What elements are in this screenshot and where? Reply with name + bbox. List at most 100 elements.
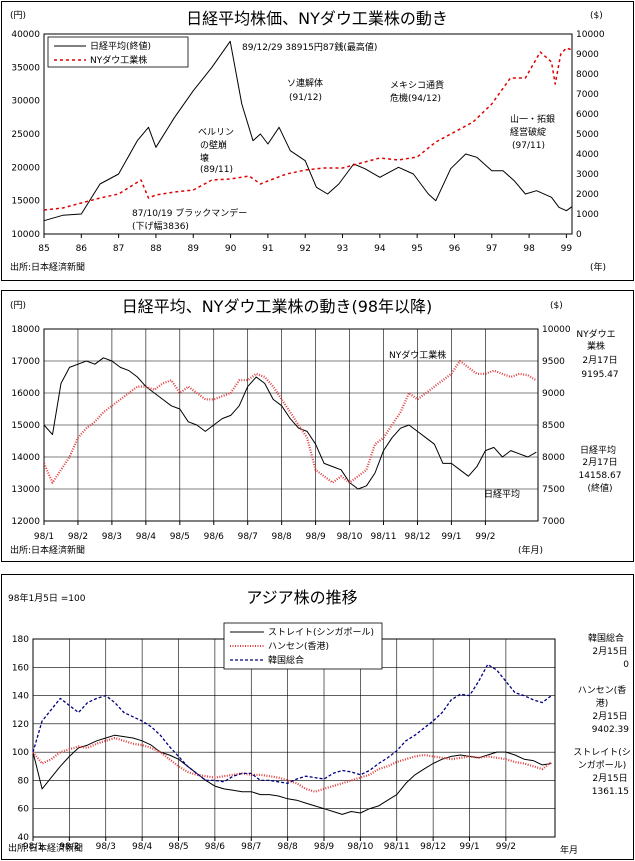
x-tick-label: 91 bbox=[262, 244, 273, 254]
left-unit-label: (円) bbox=[10, 10, 26, 21]
y-right-tick-label: 8000 bbox=[576, 70, 599, 80]
x-tick-label: 98/10 bbox=[337, 532, 363, 542]
y-left-tick-label: 35000 bbox=[11, 63, 40, 73]
x-tick-label: 98/10 bbox=[347, 842, 373, 852]
series-line-0 bbox=[43, 357, 537, 490]
y-right-tick-label: 10000 bbox=[576, 30, 605, 40]
y-left-tick-label: 16000 bbox=[11, 389, 40, 399]
y-left-tick-label: 20000 bbox=[11, 163, 40, 173]
x-tick-label: 98/2 bbox=[68, 532, 88, 542]
y-right-tick-label: 5000 bbox=[576, 130, 599, 140]
y-right-tick-label: 7500 bbox=[542, 485, 565, 495]
y-left-tick-label: 15000 bbox=[11, 421, 40, 431]
x-tick-label: 98/6 bbox=[204, 532, 224, 542]
x-tick-label: 99/1 bbox=[441, 532, 461, 542]
source-label: 出所:日本経済新聞 bbox=[10, 544, 85, 556]
x-tick-label: 98/9 bbox=[306, 532, 326, 542]
y-right-tick-label: 2000 bbox=[576, 190, 599, 200]
nikkei-dow-since-98-panel: 日経平均、NYダウ工業株の動き(98年以降) (円) ($) NYダウ工業株 日… bbox=[1, 290, 634, 562]
legend-box bbox=[47, 36, 189, 68]
y-left-tick-label: 10000 bbox=[11, 230, 40, 240]
x-tick-label: 88 bbox=[150, 244, 162, 254]
y-right-tick-label: 3000 bbox=[576, 170, 599, 180]
y-right-tick-label: 7000 bbox=[576, 90, 599, 100]
x-tick-label: 98 bbox=[523, 244, 535, 254]
y-left-tick-label: 30000 bbox=[11, 97, 40, 107]
chart-title: アジア株の推移 bbox=[246, 588, 357, 607]
legend-label-straits: ストレイト(シンガポール) bbox=[268, 627, 374, 638]
x-tick-label: 98/12 bbox=[420, 842, 446, 852]
side-note-straits-value: 1361.15 bbox=[592, 787, 629, 797]
x-tick-label: 99/1 bbox=[459, 842, 479, 852]
x-tick-label: 98/11 bbox=[384, 842, 410, 852]
x-tick-label: 99 bbox=[561, 244, 573, 254]
side-note-hangseng-name-2: 港) bbox=[596, 697, 609, 709]
y-left-tick-label: 60 bbox=[18, 805, 30, 815]
annotation-black-monday-2: (下げ幅3836) bbox=[132, 220, 189, 232]
x-tick-label: 99/2 bbox=[475, 532, 495, 542]
side-note-straits-name-2: ンガポール) bbox=[578, 760, 627, 771]
annotation-berlin-date: (89/11) bbox=[200, 165, 233, 175]
x-tick-label: 98/1 bbox=[23, 842, 43, 852]
plot-frame bbox=[43, 33, 573, 235]
x-tick-label: 98/5 bbox=[168, 842, 188, 852]
y-left-tick-label: 15000 bbox=[11, 197, 40, 207]
y-left-tick-label: 180 bbox=[12, 635, 29, 645]
x-unit-label: (年) bbox=[590, 261, 606, 273]
x-tick-label: 98/12 bbox=[405, 532, 431, 542]
y-left-tick-label: 25000 bbox=[11, 130, 40, 140]
annotation-yamaichi: 山一・拓銀 bbox=[510, 113, 555, 125]
series-line-2 bbox=[32, 663, 552, 784]
base-note: 98年1月5日 =100 bbox=[8, 592, 86, 604]
x-tick-label: 92 bbox=[299, 244, 310, 254]
side-note-dow-date: 2月17日 bbox=[582, 355, 617, 366]
side-note-hangseng-value: 9402.39 bbox=[592, 725, 629, 735]
y-right-tick-label: 10000 bbox=[542, 325, 571, 335]
legend-label-hangseng: ハンセン(香港) bbox=[268, 640, 329, 652]
side-note-nikkei-name: 日経平均 bbox=[580, 444, 616, 456]
x-tick-label: 85 bbox=[38, 244, 49, 254]
x-tick-label: 98/8 bbox=[278, 842, 298, 852]
annotation-berlin-3: 壊 bbox=[200, 152, 209, 164]
y-left-tick-label: 12000 bbox=[11, 517, 40, 527]
x-tick-label: 99/2 bbox=[496, 842, 516, 852]
annotation-black-monday: 87/10/19 ブラックマンデー bbox=[132, 207, 247, 219]
y-right-tick-label: 8000 bbox=[542, 453, 565, 463]
x-tick-label: 86 bbox=[76, 244, 88, 254]
annotation-berlin-2: の壁崩 bbox=[200, 139, 227, 151]
side-note-kospi-name: 韓国総合 bbox=[588, 632, 624, 644]
legend-label-dow: NYダウ工業株 bbox=[90, 54, 147, 66]
x-tick-label: 93 bbox=[337, 244, 348, 254]
asia-stocks-panel: 98年1月5日 =100 アジア株の推移 98/1 98/2 98/3 98/4 98/… bbox=[1, 574, 634, 860]
x-tick-label: 90 bbox=[225, 244, 237, 254]
x-tick-label: 87 bbox=[113, 244, 124, 254]
y-left-tick-label: 100 bbox=[12, 748, 29, 758]
y-left-tick-label: 80 bbox=[18, 776, 30, 786]
x-tick-label: 98/2 bbox=[59, 842, 79, 852]
series-line-1 bbox=[32, 736, 553, 793]
chart-title: 日経平均、NYダウ工業株の動き(98年以降) bbox=[122, 297, 433, 316]
right-unit-label: ($) bbox=[590, 11, 603, 21]
y-right-tick-label: 9500 bbox=[542, 357, 565, 367]
side-note-nikkei-value: 14158.67 bbox=[579, 471, 622, 481]
side-note-hangseng-name: ハンセン(香 bbox=[578, 685, 627, 696]
series-line-1 bbox=[43, 47, 573, 211]
x-tick-label: 98/1 bbox=[34, 532, 54, 542]
y-left-tick-label: 120 bbox=[12, 720, 29, 730]
series-line-1 bbox=[42, 359, 537, 484]
x-unit-label: (年月) bbox=[518, 544, 543, 556]
legend-label-nikkei: 日経平均(終値) bbox=[90, 40, 151, 52]
side-note-dow-name: NYダウエ bbox=[576, 328, 615, 340]
x-tick-label: 98/8 bbox=[272, 532, 292, 542]
left-unit-label: (円) bbox=[10, 300, 26, 311]
y-left-tick-label: 18000 bbox=[11, 325, 40, 335]
x-tick-label: 94 bbox=[374, 244, 386, 254]
y-right-tick-label: 9000 bbox=[542, 389, 565, 399]
y-left-tick-label: 140 bbox=[12, 692, 29, 702]
x-tick-label: 89 bbox=[188, 244, 200, 254]
y-right-tick-label: 9000 bbox=[576, 50, 599, 60]
chart-title: 日経平均株価、NYダウ工業株の動き bbox=[186, 9, 448, 28]
annotation-ussr-date: (91/12) bbox=[289, 93, 322, 103]
y-right-tick-label: 0 bbox=[576, 230, 582, 240]
annotation-yamaichi-date: (97/11) bbox=[512, 141, 545, 151]
